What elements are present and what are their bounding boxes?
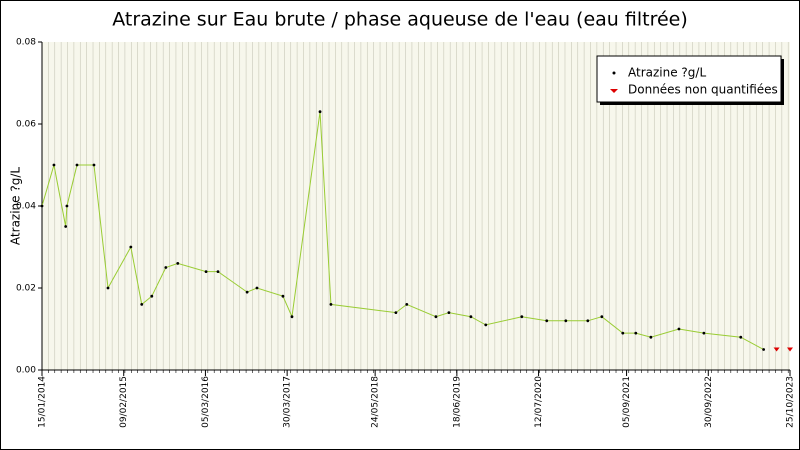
series-line	[41, 111, 764, 350]
point	[787, 347, 793, 352]
point	[52, 163, 56, 167]
point	[484, 323, 488, 327]
point	[140, 303, 144, 306]
x-tick-label: 30/03/2017	[283, 376, 293, 428]
point	[447, 311, 451, 314]
point	[773, 347, 780, 352]
point	[677, 327, 681, 331]
point	[255, 286, 259, 290]
x-tick-label: 05/09/2021	[622, 376, 632, 428]
x-tick-label: 30/09/2022	[704, 376, 714, 428]
point	[40, 204, 44, 208]
point	[204, 270, 208, 273]
point	[92, 163, 96, 167]
y-tick-label: 0.08	[16, 38, 36, 48]
point	[621, 331, 625, 335]
x-tick-label: 05/03/2016	[201, 376, 211, 428]
point	[216, 270, 220, 273]
x-tick-label: 15/01/2014	[38, 376, 48, 428]
layer: 0.00 0.02 0.04 0.06 0.08 15/01/2014 09/02/2015…	[16, 38, 796, 428]
x-tick-label: 09/02/2015	[119, 376, 129, 428]
point	[164, 266, 168, 269]
y-axis-label: Atrazine ?g/L	[9, 167, 23, 245]
point	[176, 262, 180, 265]
point	[702, 331, 706, 335]
x-tick-label: 25/10/2023	[786, 376, 796, 428]
point	[129, 245, 133, 249]
point	[405, 303, 409, 306]
legend-box	[596, 55, 782, 103]
point	[564, 319, 568, 323]
point	[469, 315, 473, 319]
legend-marker	[610, 89, 618, 93]
legend-marker	[612, 71, 616, 75]
point	[634, 331, 638, 335]
y-tick-label: 0.04	[16, 202, 36, 212]
point	[600, 315, 604, 319]
point	[75, 163, 79, 167]
point	[434, 315, 438, 319]
x-tick-label: 12/07/2020	[534, 376, 544, 428]
point	[586, 319, 590, 323]
legend-label: Données non quantifiées	[628, 83, 778, 97]
point	[649, 335, 653, 339]
point	[329, 303, 333, 306]
point	[65, 204, 69, 208]
point	[290, 315, 294, 319]
chart-title: Atrazine sur Eau brute / phase aqueuse d…	[112, 9, 688, 31]
point	[394, 311, 398, 314]
point	[106, 286, 110, 290]
point	[520, 315, 524, 319]
y-tick-label: 0.06	[16, 120, 36, 130]
point	[545, 319, 549, 323]
point	[281, 294, 285, 298]
point	[150, 294, 154, 298]
point	[762, 348, 765, 351]
point	[318, 110, 322, 114]
point	[739, 335, 743, 339]
point	[245, 290, 249, 294]
x-tick-label: 18/06/2019	[452, 376, 462, 428]
x-tick-label: 24/05/2018	[371, 376, 381, 428]
legend-label: Atrazine ?g/L	[628, 66, 706, 80]
y-tick-label: 0.02	[16, 284, 36, 294]
y-tick-label: 0.00	[16, 366, 36, 376]
point	[64, 225, 68, 228]
legend: Atrazine ?g/L Données non quantifiées	[596, 55, 784, 105]
